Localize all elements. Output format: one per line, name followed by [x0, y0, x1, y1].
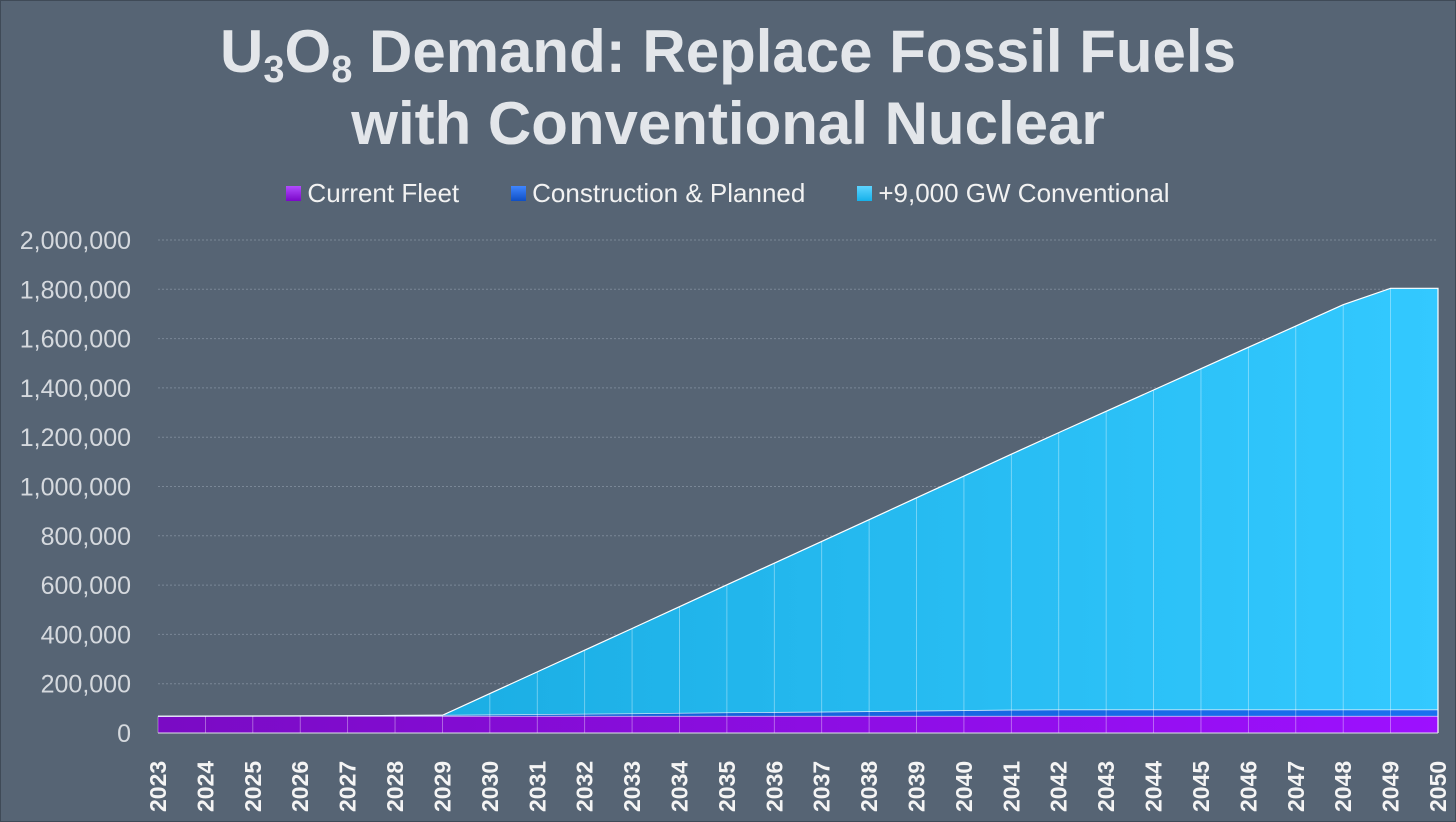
x-tick-label: 2047 [1283, 761, 1309, 812]
x-tick-label: 2044 [1141, 761, 1167, 812]
legend-label-construction-planned: Construction & Planned [532, 178, 806, 208]
x-tick-label: 2046 [1235, 761, 1261, 812]
x-tick-label: 2039 [904, 761, 930, 812]
y-tick-label: 800,000 [41, 523, 131, 551]
x-tick-label: 2042 [1046, 761, 1072, 812]
x-tick-label: 2041 [998, 761, 1024, 812]
x-tick-label: 2035 [714, 761, 740, 812]
x-tick-label: 2049 [1378, 761, 1404, 812]
legend-swatch-conventional [857, 186, 873, 201]
legend-swatch-current-fleet [286, 186, 302, 201]
area-construction-planned [158, 709, 1438, 717]
area-current-fleet [158, 716, 1438, 733]
x-tick-label: 2028 [382, 761, 408, 812]
chart-title: U3O8 Demand: Replace Fossil Fuels with C… [0, 16, 1456, 160]
x-tick-label: 2026 [287, 761, 313, 812]
x-tick-label: 2033 [619, 761, 645, 812]
y-tick-label: 400,000 [41, 621, 131, 649]
x-tick-label: 2032 [572, 761, 598, 812]
x-tick-label: 2040 [951, 761, 977, 812]
x-tick-label: 2038 [856, 761, 882, 812]
x-tick-label: 2043 [1093, 761, 1119, 812]
x-tick-label: 2031 [524, 761, 550, 812]
x-tick-label: 2023 [145, 761, 171, 812]
y-tick-label: 2,000,000 [20, 227, 131, 255]
y-tick-label: 200,000 [41, 671, 131, 699]
chart-title-line1: U3O8 Demand: Replace Fossil Fuels [220, 18, 1236, 91]
y-tick-label: 1,400,000 [20, 375, 131, 403]
legend-label-current-fleet: Current Fleet [307, 178, 460, 208]
legend-item-current-fleet: Current Fleet [286, 178, 459, 209]
legend-swatch-construction-planned [511, 186, 527, 201]
y-tick-label: 600,000 [41, 572, 131, 600]
x-tick-label: 2024 [192, 761, 218, 812]
chart-legend: Current Fleet Construction & Planned +9,… [0, 178, 1456, 209]
area-conventional [158, 288, 1438, 717]
legend-label-conventional: +9,000 GW Conventional [878, 178, 1170, 208]
x-tick-label: 2045 [1188, 761, 1214, 812]
y-tick-label: 1,000,000 [20, 474, 131, 502]
y-tick-label: 1,800,000 [20, 276, 131, 304]
x-tick-label: 2029 [429, 761, 455, 812]
y-tick-label: 1,600,000 [20, 326, 131, 354]
x-tick-label: 2034 [666, 761, 692, 812]
series-boundary [157, 709, 1438, 717]
x-tick-label: 2050 [1425, 761, 1451, 812]
y-tick-label: 0 [117, 720, 131, 748]
legend-item-conventional: +9,000 GW Conventional [857, 178, 1170, 209]
x-tick-label: 2030 [477, 761, 503, 812]
y-tick-label: 1,200,000 [20, 424, 131, 452]
legend-item-construction-planned: Construction & Planned [511, 178, 805, 209]
x-tick-label: 2048 [1330, 761, 1356, 812]
x-tick-label: 2025 [240, 761, 266, 812]
chart-title-line2: with Conventional Nuclear [351, 90, 1105, 157]
x-tick-label: 2027 [335, 761, 361, 812]
x-tick-label: 2037 [809, 761, 835, 812]
x-tick-label: 2036 [761, 761, 787, 812]
